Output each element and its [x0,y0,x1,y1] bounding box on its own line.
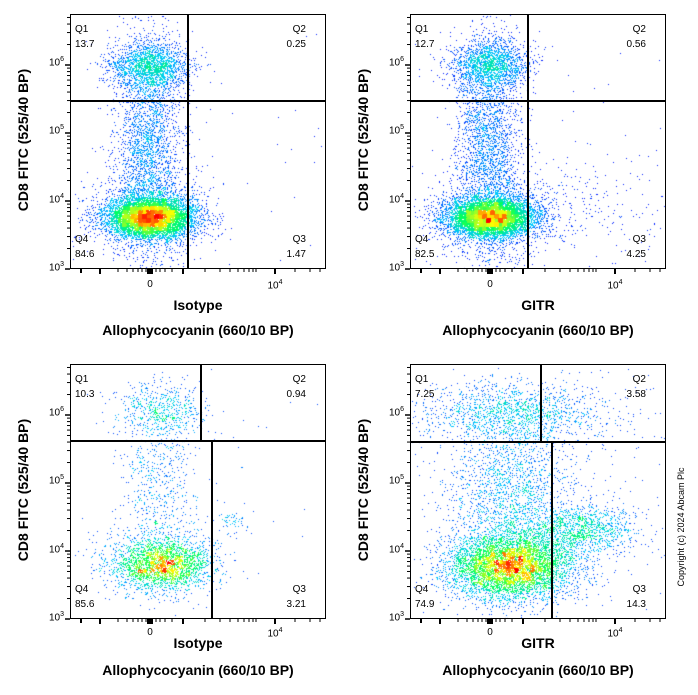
y-tick-label: 106 [48,56,64,69]
plot-frame [410,364,666,619]
plot-frame [70,14,326,269]
flow-plot-panel: 106 105 104 103 0 104 Q1 12.7 Q2 0.56 Q3 4.25 Q4 82.5… [340,0,689,347]
quadrant-name: Q4 [415,584,429,595]
quadrant-percent: 84.6 [75,249,95,260]
x-tick-label: 104 [267,279,283,292]
quadrant-name: Q3 [292,584,306,595]
y-tick-label: 105 [388,474,404,487]
y-tick-label: 106 [48,406,64,419]
x-axis-marker-label: GITR [521,635,555,651]
quadrant-percent: 3.58 [626,389,646,400]
y-tick-label: 104 [388,543,404,556]
y-tick-label: 103 [388,611,404,624]
quadrant-name: Q1 [75,374,89,385]
x-axis-label: Allophycocyanin (660/10 BP) [102,322,294,338]
y-axis-label: CD8 FITC (525/40 BP) [355,418,371,562]
flow-plot-panel: 106 105 104 103 0 104 Q1 7.25 Q2 3.58 Q3 14.3 Q4 74.9… [340,350,689,695]
quadrant-percent: 1.47 [286,249,306,260]
quadrant-percent: 0.56 [626,39,646,50]
axes-and-gates [65,14,326,274]
quadrant-name: Q2 [632,24,646,35]
axes-and-gates [405,364,666,624]
quadrant-name: Q1 [75,24,89,35]
x-axis-label: Allophycocyanin (660/10 BP) [102,662,294,678]
quadrant-percent: 0.94 [286,389,306,400]
quadrant-name: Q1 [415,374,429,385]
x-tick-label: 0 [147,279,153,290]
quadrant-name: Q2 [292,24,306,35]
y-tick-label: 103 [48,261,64,274]
density-scatter [410,14,666,269]
x-axis-marker-label: Isotype [173,635,223,651]
flow-plot-panel: 106 105 104 103 0 104 Q1 13.7 Q2 0.25 Q3 1.47 Q4 84.6… [0,0,349,347]
plot-frame [410,14,666,269]
quadrant-percent: 3.21 [286,599,306,610]
x-tick-label: 0 [487,627,493,638]
x-axis-label: Allophycocyanin (660/10 BP) [442,322,634,338]
y-tick-label: 104 [48,543,64,556]
quadrant-percent: 85.6 [75,599,95,610]
x-tick-label: 0 [147,627,153,638]
quadrant-percent: 10.3 [75,389,95,400]
quadrant-percent: 4.25 [626,249,646,260]
y-tick-label: 105 [388,124,404,137]
quadrant-name: Q2 [632,374,646,385]
y-tick-label: 103 [388,261,404,274]
x-axis-marker-label: GITR [521,297,555,313]
quadrant-name: Q3 [292,234,306,245]
quadrant-percent: 0.25 [286,39,306,50]
axes-and-gates [65,364,326,624]
quadrant-percent: 74.9 [415,599,435,610]
y-tick-label: 105 [48,124,64,137]
quadrant-percent: 82.5 [415,249,435,260]
density-scatter [70,364,326,619]
quadrant-name: Q3 [632,584,646,595]
quadrant-name: Q4 [75,234,89,245]
y-tick-label: 104 [48,193,64,206]
quadrant-name: Q4 [75,584,89,595]
plot-frame [70,364,326,619]
x-axis-marker-label: Isotype [173,297,223,313]
quadrant-name: Q1 [415,24,429,35]
quadrant-name: Q3 [632,234,646,245]
x-axis-label: Allophycocyanin (660/10 BP) [442,662,634,678]
y-tick-label: 106 [388,406,404,419]
x-tick-label: 0 [487,279,493,290]
density-scatter [70,14,326,269]
y-axis-label: CD8 FITC (525/40 BP) [15,418,31,562]
y-tick-label: 105 [48,474,64,487]
quadrant-name: Q4 [415,234,429,245]
quadrant-percent: 13.7 [75,39,95,50]
density-scatter [410,364,666,619]
x-tick-label: 104 [607,279,623,292]
y-axis-label: CD8 FITC (525/40 BP) [15,68,31,212]
quadrant-name: Q2 [292,374,306,385]
quadrant-percent: 12.7 [415,39,435,50]
y-axis-label: CD8 FITC (525/40 BP) [355,68,371,212]
axes-and-gates [405,14,666,274]
quadrant-percent: 7.25 [415,389,435,400]
x-tick-label: 104 [607,627,623,640]
x-tick-label: 104 [267,627,283,640]
quadrant-percent: 14.3 [626,599,646,610]
y-tick-label: 106 [388,56,404,69]
y-tick-label: 104 [388,193,404,206]
flow-plot-panel: 106 105 104 103 0 104 Q1 10.3 Q2 0.94 Q3 3.21 Q4 85.6… [0,350,349,695]
y-tick-label: 103 [48,611,64,624]
